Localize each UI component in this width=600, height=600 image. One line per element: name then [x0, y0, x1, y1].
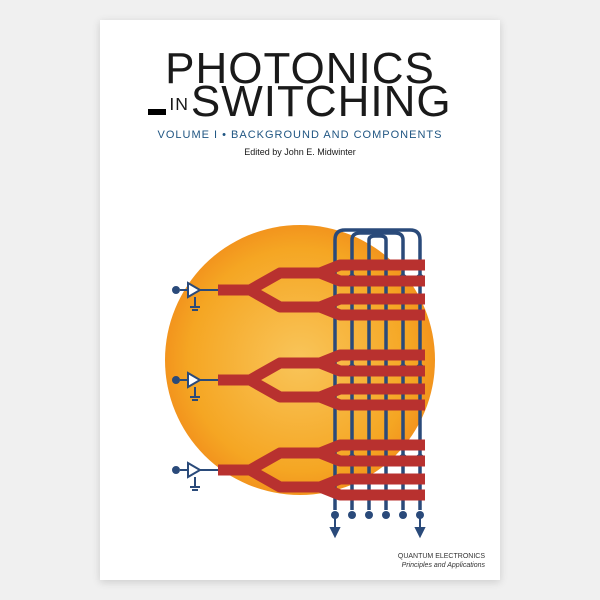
title-block: PHOTONICS INSWITCHING VOLUME I • BACKGRO…: [100, 50, 500, 157]
series-tagline: Principles and Applications: [398, 562, 485, 570]
title-prefix: IN: [169, 94, 189, 114]
cover-diagram: [100, 210, 500, 540]
switching-diagram-svg: [140, 210, 460, 550]
editor-line: Edited by John E. Midwinter: [100, 147, 500, 157]
series-footer: QUANTUM ELECTRONICS Principles and Appli…: [398, 553, 485, 570]
series-name: QUANTUM ELECTRONICS: [398, 553, 485, 561]
title-line-2: INSWITCHING: [148, 83, 451, 120]
decorative-box: [148, 109, 166, 115]
book-cover: PHOTONICS INSWITCHING VOLUME I • BACKGRO…: [100, 20, 500, 580]
subtitle: VOLUME I • BACKGROUND AND COMPONENTS: [100, 129, 500, 141]
